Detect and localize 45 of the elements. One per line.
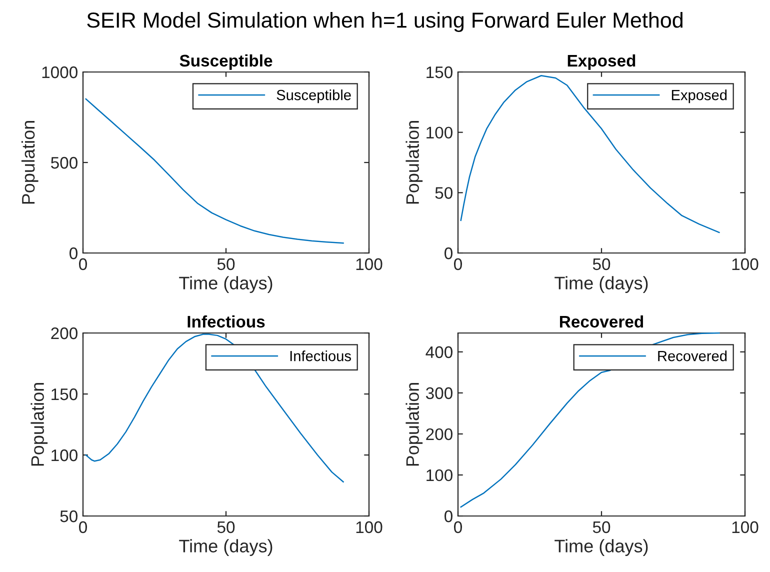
y-axis-title: Population <box>21 121 38 204</box>
y-tick-label: 150 <box>52 388 78 400</box>
y-axis-title: Population <box>406 121 423 204</box>
y-tick-label: 100 <box>52 449 78 462</box>
x-axis-title: Time (days) <box>554 539 648 556</box>
x-tick-label: 50 <box>592 521 610 534</box>
y-axis-title: Population <box>406 383 423 466</box>
x-tick-label: 50 <box>217 521 235 534</box>
y-tick-label: 0 <box>444 247 452 260</box>
chart-title: Infectious <box>188 315 265 328</box>
x-tick-label: 0 <box>454 521 462 534</box>
x-tick-label: 100 <box>732 258 758 270</box>
y-tick-label: 50 <box>435 187 452 199</box>
y-tick-label: 50 <box>60 510 78 522</box>
x-axis-title: Time (days) <box>554 276 648 294</box>
chart-title: Susceptible <box>180 54 272 70</box>
legend-label: Recovered <box>658 350 727 362</box>
y-tick-label: 1000 <box>42 66 78 78</box>
x-axis-title: Time (days) <box>179 539 272 556</box>
y-tick-label: 200 <box>426 428 452 440</box>
x-tick-label: 50 <box>592 258 610 270</box>
chart-title: Recovered <box>560 315 644 328</box>
x-tick-label: 0 <box>454 258 462 270</box>
x-tick-label: 100 <box>356 258 382 270</box>
x-tick-label: 0 <box>79 521 87 534</box>
legend-label: Exposed <box>672 90 727 104</box>
text: SEIR Model Simulation when h=1 using Forward Euler Method <box>87 12 682 32</box>
x-tick-label: 100 <box>356 521 382 534</box>
y-tick-label: 200 <box>51 327 78 340</box>
x-tick-label: 50 <box>217 258 235 270</box>
y-tick-label: 150 <box>426 66 452 78</box>
y-tick-label: 500 <box>51 156 78 169</box>
legend-label: Susceptible <box>276 90 351 104</box>
y-tick-label: 400 <box>426 346 452 358</box>
y-axis-title: Population <box>30 383 48 466</box>
legend-label: Infectious <box>290 350 351 362</box>
y-tick-label: 300 <box>426 387 452 400</box>
y-tick-label: 100 <box>426 469 452 482</box>
y-tick-label: 100 <box>426 126 452 139</box>
y-tick-label: 0 <box>444 510 452 522</box>
y-tick-label: 0 <box>70 247 78 260</box>
x-axis-title: Time (days) <box>179 276 272 294</box>
chart-title: Exposed <box>568 54 636 70</box>
x-tick-label: 0 <box>79 258 87 270</box>
x-tick-label: 100 <box>732 521 758 534</box>
